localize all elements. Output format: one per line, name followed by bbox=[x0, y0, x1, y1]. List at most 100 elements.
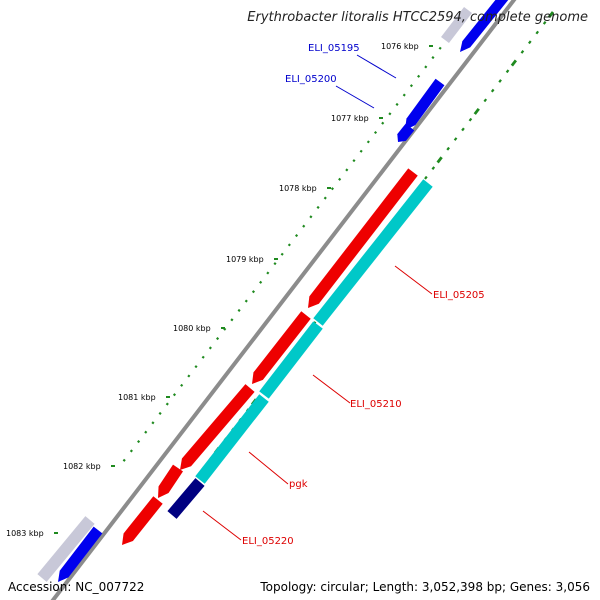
gene-leader-line bbox=[202, 510, 242, 541]
tick-mark bbox=[151, 421, 155, 425]
tick-mark bbox=[402, 93, 406, 97]
tick-mark bbox=[194, 365, 198, 369]
scale-tick-label: 1076 kbp bbox=[381, 42, 419, 51]
tick-mark bbox=[542, 21, 547, 25]
tick-mark bbox=[424, 175, 428, 180]
tick-mark bbox=[144, 430, 148, 434]
gene-block-navy bbox=[167, 478, 205, 519]
scale-tick-label: 1083 kbp bbox=[6, 529, 44, 538]
gene-block-cyan bbox=[259, 321, 323, 399]
tick-mark bbox=[273, 262, 277, 266]
gene-block-blue bbox=[397, 123, 415, 142]
gene-block-light bbox=[441, 6, 472, 44]
tick-mark bbox=[302, 224, 306, 228]
tick-mark bbox=[345, 168, 349, 172]
tick-mark bbox=[208, 346, 212, 350]
tick-mark bbox=[230, 318, 234, 322]
topology-summary: Topology: circular; Length: 3,052,398 bp… bbox=[260, 580, 590, 594]
gene-block-cyan bbox=[195, 394, 269, 484]
gene-leader-line bbox=[248, 451, 289, 485]
gene-leader-line bbox=[394, 265, 433, 295]
tick-mark bbox=[395, 102, 399, 106]
tick-mark bbox=[244, 299, 248, 303]
tick-mark bbox=[473, 107, 480, 115]
gene-block-red bbox=[308, 168, 418, 308]
tick-mark bbox=[388, 112, 392, 116]
gene-block-blue bbox=[58, 526, 103, 582]
tick-mark bbox=[187, 374, 191, 378]
tick-mark bbox=[352, 159, 356, 163]
tick-mark bbox=[165, 402, 169, 406]
tick-mark bbox=[409, 84, 413, 88]
tick-mark bbox=[528, 40, 532, 45]
tick-mark bbox=[535, 30, 540, 35]
tick-mark bbox=[468, 117, 473, 122]
gene-label: ELI_05210 bbox=[350, 399, 402, 410]
tick-mark bbox=[547, 11, 555, 19]
tick-mark bbox=[510, 59, 517, 67]
gene-label: ELI_05205 bbox=[433, 290, 485, 301]
tick-mark bbox=[483, 98, 488, 103]
tick-mark bbox=[431, 166, 436, 170]
tick-mark bbox=[122, 458, 126, 462]
tick-mark bbox=[373, 130, 378, 135]
tick-mark bbox=[287, 243, 291, 247]
tick-mark bbox=[223, 327, 227, 331]
gene-block-red bbox=[158, 464, 183, 498]
genome-backbone bbox=[50, 0, 517, 600]
tick-mark bbox=[330, 187, 334, 191]
gene-block-red bbox=[180, 384, 255, 470]
tick-mark bbox=[438, 46, 442, 50]
tick-mark bbox=[505, 69, 510, 74]
tick-mark bbox=[251, 290, 256, 294]
gene-block-red bbox=[122, 496, 163, 545]
tick-mark bbox=[216, 336, 220, 341]
tick-mark bbox=[295, 233, 299, 238]
scale-tick-label: 1080 kbp bbox=[173, 324, 211, 333]
tick-mark bbox=[498, 79, 502, 83]
labels: 1076 kbp 1077 kbp 1078 kbp 1079 kbp 1080 kbp… bbox=[6, 42, 485, 547]
tick-mark bbox=[158, 411, 162, 415]
tick-mark bbox=[490, 88, 495, 93]
tick-mark bbox=[436, 156, 443, 164]
tick-mark bbox=[431, 56, 435, 60]
scale-tick-label: 1082 kbp bbox=[63, 462, 101, 471]
tick-mark bbox=[366, 140, 370, 144]
gene-block-light bbox=[37, 516, 95, 582]
gene-block-blue bbox=[460, 0, 509, 52]
scale-tick-label: 1079 kbp bbox=[226, 255, 264, 264]
gene-leader-line bbox=[335, 85, 375, 109]
tick-mark bbox=[381, 121, 385, 125]
tick-mark bbox=[323, 196, 327, 200]
gene-block-red bbox=[252, 311, 311, 384]
tick-mark bbox=[316, 205, 320, 209]
tick-mark bbox=[137, 440, 141, 444]
tick-mark bbox=[237, 308, 241, 312]
tick-mark bbox=[417, 74, 421, 78]
tick-mark bbox=[280, 252, 284, 256]
tick-mark bbox=[309, 215, 313, 219]
scale-tick-label: 1081 kbp bbox=[118, 393, 156, 402]
scale-tick-label: 1077 kbp bbox=[331, 114, 369, 123]
tick-mark bbox=[201, 355, 205, 359]
gene-leader-line bbox=[312, 374, 351, 404]
tick-mark bbox=[129, 449, 133, 453]
gene-label: ELI_05195 bbox=[308, 43, 360, 54]
accession-text: Accession: NC_007722 bbox=[8, 580, 145, 594]
tick-mark bbox=[172, 393, 177, 397]
map-title: Erythrobacter litoralis HTCC2594, comple… bbox=[247, 10, 588, 25]
tick-mark bbox=[461, 127, 465, 132]
tick-mark bbox=[453, 137, 458, 141]
gene-label: ELI_05200 bbox=[285, 74, 337, 85]
tick-mark bbox=[266, 271, 270, 275]
tick-mark bbox=[520, 50, 525, 54]
tick-mark bbox=[424, 65, 428, 69]
tick-mark bbox=[446, 146, 450, 151]
scale-tick-label: 1078 kbp bbox=[279, 184, 317, 193]
tick-mark bbox=[180, 383, 184, 387]
gene-block-blue bbox=[405, 78, 445, 130]
gene-block-cyan bbox=[313, 179, 433, 326]
gene-leader-line bbox=[356, 54, 397, 79]
tick-mark bbox=[359, 149, 363, 153]
